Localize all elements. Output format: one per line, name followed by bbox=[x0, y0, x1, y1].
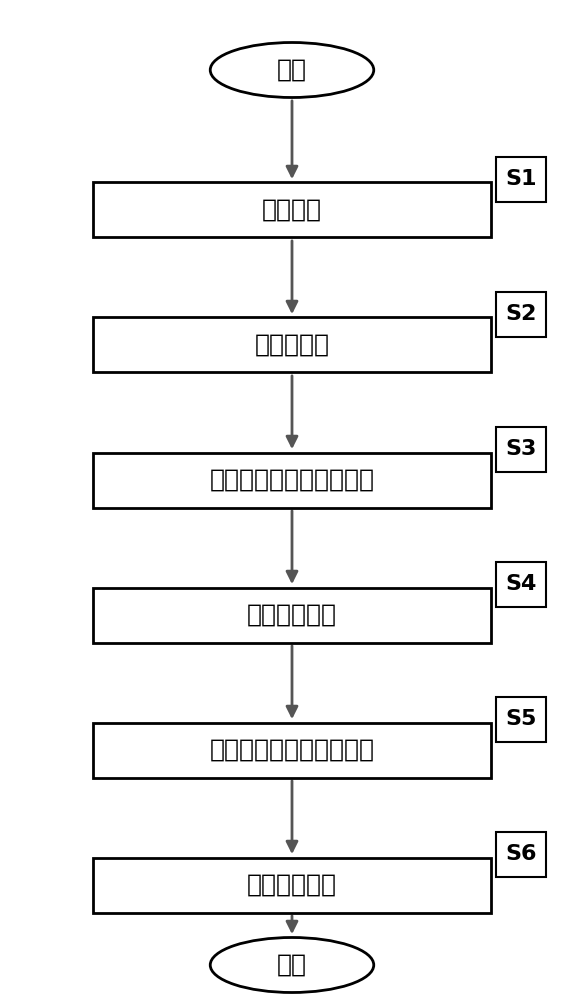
Text: 结束: 结束 bbox=[277, 953, 307, 977]
Text: S6: S6 bbox=[506, 844, 537, 864]
FancyBboxPatch shape bbox=[496, 697, 546, 742]
FancyBboxPatch shape bbox=[93, 182, 491, 237]
Text: S5: S5 bbox=[506, 709, 537, 729]
Text: 图像预处理: 图像预处理 bbox=[255, 333, 329, 357]
Text: 搭建判别网络: 搭建判别网络 bbox=[247, 603, 337, 627]
FancyBboxPatch shape bbox=[93, 722, 491, 778]
FancyBboxPatch shape bbox=[496, 832, 546, 877]
FancyBboxPatch shape bbox=[496, 157, 546, 202]
Text: 训练改进型生成对抗网络: 训练改进型生成对抗网络 bbox=[210, 738, 374, 762]
Text: 开始: 开始 bbox=[277, 58, 307, 82]
Text: S3: S3 bbox=[506, 439, 537, 459]
Text: 缺陷实时检测: 缺陷实时检测 bbox=[247, 873, 337, 897]
Text: S4: S4 bbox=[506, 574, 537, 594]
FancyBboxPatch shape bbox=[496, 427, 546, 472]
Ellipse shape bbox=[210, 42, 374, 98]
Text: 搭建改进型生成对抗网络: 搭建改进型生成对抗网络 bbox=[210, 468, 374, 492]
FancyBboxPatch shape bbox=[93, 317, 491, 372]
FancyBboxPatch shape bbox=[496, 292, 546, 337]
Ellipse shape bbox=[210, 938, 374, 992]
FancyBboxPatch shape bbox=[93, 587, 491, 643]
FancyBboxPatch shape bbox=[496, 562, 546, 607]
FancyBboxPatch shape bbox=[93, 452, 491, 508]
Text: 图像采集: 图像采集 bbox=[262, 198, 322, 222]
Text: S2: S2 bbox=[506, 304, 537, 324]
FancyBboxPatch shape bbox=[93, 857, 491, 912]
Text: S1: S1 bbox=[506, 169, 537, 189]
